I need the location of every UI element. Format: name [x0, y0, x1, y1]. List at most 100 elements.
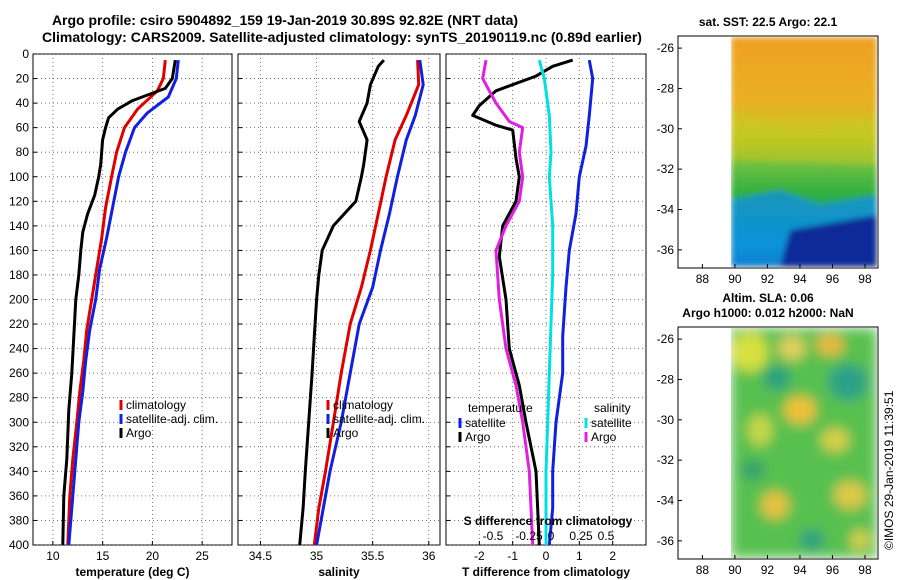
x-tick-label: 36: [422, 549, 436, 563]
x-tick-label: 35.5: [361, 549, 385, 563]
map-y-tick-label: -30: [657, 413, 675, 427]
plot-frame: [32, 53, 233, 546]
sla-blob-2: [778, 336, 806, 360]
legend-label: Argo: [333, 426, 359, 440]
sla-map: 88 90 92 94 96 98 -26 -28 -30 -32 -34 -36: [657, 326, 879, 577]
sla-blob-12: [800, 530, 824, 550]
sla-blob-8: [821, 428, 849, 452]
y-tick-label: 160: [9, 243, 29, 257]
series-line-satellite-adj-clim-: [67, 59, 180, 546]
map-y-tick-label: -34: [657, 493, 675, 507]
sla-blob-6: [784, 396, 816, 424]
map-y-tick-label: -34: [657, 202, 675, 216]
legend-label: Argo: [126, 426, 152, 440]
legend-label: satellite: [465, 416, 506, 430]
top-x-axis-label: S difference from climatology: [464, 514, 633, 528]
map-x-tick-label: 90: [728, 272, 742, 286]
y-tick-label: 140: [9, 219, 29, 233]
map-x-tick-label: 96: [826, 563, 840, 577]
x-tick-label: 25: [195, 549, 209, 563]
salinity-panel: 34.5 35 35.5 36 salinity climatologysatellite…: [237, 53, 441, 579]
series-line-argo: [298, 59, 386, 546]
x-tick-label: 0: [543, 549, 550, 563]
sst-map-title: sat. SST: 22.5 Argo: 22.1: [699, 15, 838, 29]
map-y-tick-label: -32: [657, 162, 675, 176]
title-line-1: Argo profile: csiro 5904892_159 19-Jan-2…: [52, 12, 518, 28]
legend-label: satellite: [591, 416, 632, 430]
y-tick-label: 240: [9, 342, 29, 356]
map-x-tick-label: 94: [793, 563, 807, 577]
map-y-tick-label: -26: [657, 41, 675, 55]
x-tick-label: 2: [609, 549, 616, 563]
legend-label: Argo: [465, 430, 491, 444]
y-tick-label: 320: [9, 440, 29, 454]
x-tick-label: 15: [96, 549, 110, 563]
series-line-s-satellite: [537, 59, 555, 545]
sla-blob-1: [732, 332, 768, 372]
y-tick-label: 20: [16, 72, 30, 86]
map-x-tick-label: 90: [728, 563, 742, 577]
sla-blob-10: [761, 491, 789, 519]
legend-label: climatology: [126, 398, 186, 412]
series-line-satellite-adj-clim-: [315, 59, 425, 546]
x-axis-label: salinity: [318, 565, 360, 579]
map-y-tick-label: -36: [657, 243, 675, 257]
map-y-tick-label: -26: [657, 332, 675, 346]
map-x-tick-label: 98: [858, 272, 872, 286]
sla-map-title-1: Altim. SLA: 0.06: [722, 291, 814, 305]
y-tick-label: 80: [16, 145, 30, 159]
legend-label: Argo: [591, 430, 617, 444]
legend-title-temperature: temperature: [468, 401, 533, 415]
series-line-climatology: [66, 59, 167, 546]
sla-blob-11: [834, 481, 866, 509]
map-x-tick-label: 98: [858, 563, 872, 577]
y-tick-label: 280: [9, 391, 29, 405]
sst-map-ticks: 88 90 92 94 96 98 -26 -28 -30 -32 -34 -36: [657, 41, 872, 286]
sla-blob-7: [748, 414, 772, 446]
map-y-tick-label: -30: [657, 122, 675, 136]
series-line-t-satellite: [547, 59, 595, 546]
x-tick-label: -1: [507, 549, 518, 563]
y-tick-label: 260: [9, 366, 29, 380]
series-line-argo: [61, 59, 177, 546]
y-tick-label: 380: [9, 513, 29, 527]
x-tick-label: 1: [576, 549, 583, 563]
x-tick-label: 20: [146, 549, 160, 563]
y-tick-label: 40: [16, 96, 30, 110]
y-tick-label: 220: [9, 317, 29, 331]
y-tick-label: 400: [9, 538, 29, 552]
sla-map-ticks: 88 90 92 94 96 98 -26 -28 -30 -32 -34 -36: [657, 332, 872, 577]
credit-text: ©IMOS 29-Jan-2019 11:39:51: [882, 390, 896, 550]
legend-title-salinity: salinity: [594, 401, 631, 415]
sst-map: 88 90 92 94 96 98 -26 -28 -30 -32 -34 -36: [657, 35, 879, 286]
legend-label: satellite-adj. clim.: [333, 412, 425, 426]
map-y-tick-label: -28: [657, 81, 675, 95]
series-line-climatology: [312, 60, 421, 546]
map-x-tick-label: 88: [696, 563, 710, 577]
top-x-tick-label: -0.25: [515, 529, 543, 543]
legend-label: satellite-adj. clim.: [126, 412, 218, 426]
y-tick-label: 200: [9, 293, 29, 307]
map-y-tick-label: -32: [657, 453, 675, 467]
legend-label: climatology: [333, 398, 393, 412]
sst-cold-core: [780, 215, 877, 267]
series-line-t-argo: [471, 58, 574, 546]
map-x-tick-label: 92: [761, 563, 775, 577]
sst-front: [731, 110, 877, 165]
x-tick-label: 35: [310, 549, 324, 563]
y-tick-label: 60: [16, 121, 30, 135]
x-axis-label: T difference from climatology: [462, 565, 630, 579]
difference-panel: -2 -1 0 1 2 T difference from climatology temp…: [445, 53, 647, 579]
y-tick-label: 360: [9, 489, 29, 503]
map-x-tick-label: 96: [826, 272, 840, 286]
y-tick-label: 180: [9, 268, 29, 282]
top-x-tick-label: -0.5: [483, 529, 504, 543]
y-tick-label: 120: [9, 194, 29, 208]
y-tick-label: 100: [9, 170, 29, 184]
map-x-tick-label: 94: [793, 272, 807, 286]
y-tick-label: 340: [9, 464, 29, 478]
title-line-2: Climatology: CARS2009. Satellite-adjuste…: [42, 29, 642, 45]
series-line-s-argo: [481, 59, 535, 546]
top-x-tick-label: 0.5: [598, 529, 615, 543]
